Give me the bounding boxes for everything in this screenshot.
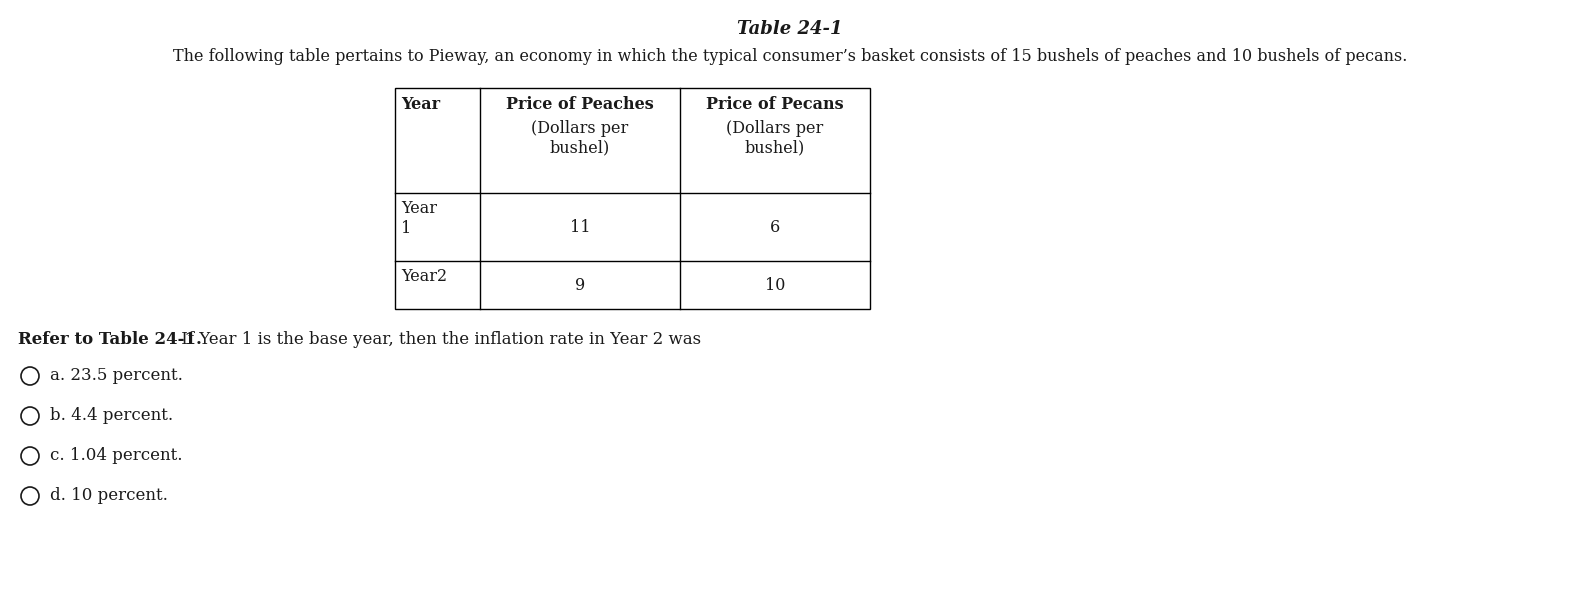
Text: 10: 10: [765, 277, 785, 293]
Text: Year2: Year2: [401, 268, 447, 285]
Text: The following table pertains to Pieway, an economy in which the typical consumer: The following table pertains to Pieway, …: [172, 48, 1408, 65]
Bar: [395, 88, 871, 309]
Text: a. 23.5 percent.: a. 23.5 percent.: [51, 367, 183, 385]
Text: 6: 6: [769, 218, 781, 235]
Text: d. 10 percent.: d. 10 percent.: [51, 487, 167, 505]
Text: (Dollars per
bushel): (Dollars per bushel): [727, 120, 823, 157]
Text: Table 24-1: Table 24-1: [738, 20, 842, 38]
Text: Price of Peaches: Price of Peaches: [506, 96, 654, 113]
Text: 11: 11: [570, 218, 591, 235]
Text: 9: 9: [575, 277, 585, 293]
Text: b. 4.4 percent.: b. 4.4 percent.: [51, 407, 174, 425]
Text: Year
1: Year 1: [401, 200, 438, 236]
Text: Price of Pecans: Price of Pecans: [706, 96, 844, 113]
Text: c. 1.04 percent.: c. 1.04 percent.: [51, 448, 183, 464]
Text: If Year 1 is the base year, then the inflation rate in Year 2 was: If Year 1 is the base year, then the inf…: [175, 331, 702, 348]
Text: Refer to Table 24-1.: Refer to Table 24-1.: [17, 331, 202, 348]
Text: Year: Year: [401, 96, 441, 113]
Text: (Dollars per
bushel): (Dollars per bushel): [531, 120, 629, 157]
